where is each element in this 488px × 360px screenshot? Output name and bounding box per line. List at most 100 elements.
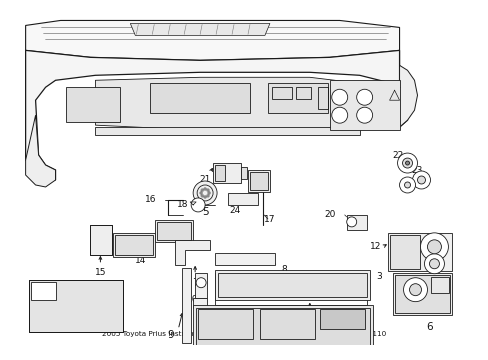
- Circle shape: [203, 195, 206, 198]
- Bar: [227, 193, 258, 205]
- Circle shape: [428, 259, 439, 269]
- Text: 20: 20: [324, 210, 335, 219]
- Circle shape: [356, 89, 372, 105]
- Circle shape: [403, 278, 427, 302]
- Circle shape: [402, 158, 412, 168]
- Text: 24: 24: [229, 206, 240, 215]
- Bar: [387, 233, 451, 271]
- Text: 2005 Toyota Prius Instruments & Gauges Case Plate Diagram for 83861-47110: 2005 Toyota Prius Instruments & Gauges C…: [102, 330, 386, 337]
- Bar: [213, 163, 241, 183]
- Circle shape: [331, 89, 347, 105]
- Bar: [319, 309, 364, 329]
- Bar: [346, 215, 366, 230]
- Bar: [65, 87, 120, 122]
- Text: 14: 14: [134, 256, 146, 265]
- Bar: [215, 165, 224, 181]
- Text: 3: 3: [376, 272, 382, 281]
- Bar: [241, 167, 246, 179]
- Circle shape: [201, 194, 203, 197]
- Bar: [295, 87, 310, 99]
- Text: 13: 13: [45, 305, 56, 314]
- Circle shape: [201, 189, 203, 192]
- Text: 19: 19: [249, 184, 260, 193]
- Circle shape: [196, 278, 205, 288]
- Bar: [196, 308, 369, 360]
- Text: 10: 10: [187, 295, 199, 304]
- Bar: [260, 309, 314, 338]
- Text: 5: 5: [202, 207, 208, 217]
- Text: 9: 9: [166, 329, 173, 339]
- Circle shape: [193, 181, 217, 205]
- Polygon shape: [95, 77, 359, 130]
- Polygon shape: [25, 115, 56, 187]
- Bar: [215, 270, 369, 300]
- Polygon shape: [399, 50, 417, 127]
- Text: 16: 16: [144, 195, 156, 204]
- Bar: [389, 235, 419, 269]
- Text: 23: 23: [411, 166, 422, 175]
- Text: 7: 7: [191, 278, 198, 288]
- Bar: [430, 277, 448, 293]
- Bar: [249, 172, 267, 190]
- Bar: [29, 280, 123, 332]
- Circle shape: [404, 182, 410, 188]
- Bar: [271, 87, 291, 99]
- Text: 18: 18: [177, 201, 188, 210]
- Bar: [317, 87, 327, 109]
- Bar: [193, 298, 207, 308]
- Polygon shape: [25, 21, 399, 60]
- Bar: [90, 225, 112, 255]
- Circle shape: [417, 176, 425, 184]
- Circle shape: [424, 254, 444, 274]
- Bar: [155, 220, 193, 242]
- Circle shape: [405, 161, 408, 165]
- Bar: [215, 273, 366, 305]
- Bar: [193, 305, 372, 360]
- Circle shape: [412, 171, 429, 189]
- Bar: [31, 282, 56, 300]
- Text: 21: 21: [199, 175, 210, 184]
- Circle shape: [346, 217, 356, 227]
- Bar: [115, 235, 153, 255]
- Text: 1: 1: [215, 329, 222, 339]
- Circle shape: [397, 153, 417, 173]
- Text: 4: 4: [172, 232, 178, 242]
- Circle shape: [427, 240, 441, 254]
- Circle shape: [206, 194, 209, 197]
- Bar: [113, 233, 155, 257]
- Bar: [267, 83, 327, 113]
- Bar: [329, 80, 399, 130]
- Polygon shape: [130, 23, 269, 35]
- Text: 6: 6: [425, 321, 432, 332]
- Bar: [394, 275, 449, 312]
- Bar: [392, 273, 451, 315]
- Text: P: P: [41, 288, 44, 294]
- Bar: [198, 309, 252, 338]
- Circle shape: [207, 192, 210, 194]
- Bar: [90, 225, 112, 255]
- Bar: [218, 273, 366, 297]
- Bar: [195, 273, 207, 298]
- Circle shape: [420, 233, 447, 261]
- Circle shape: [408, 284, 421, 296]
- Circle shape: [206, 189, 209, 192]
- Text: 15: 15: [95, 268, 106, 277]
- Circle shape: [331, 107, 347, 123]
- Text: 22: 22: [391, 150, 403, 159]
- Polygon shape: [175, 240, 210, 265]
- Circle shape: [199, 192, 202, 194]
- Text: 17: 17: [264, 215, 275, 224]
- Circle shape: [399, 177, 415, 193]
- Text: 2: 2: [196, 316, 203, 327]
- Circle shape: [356, 107, 372, 123]
- Text: 8: 8: [281, 265, 286, 274]
- Bar: [150, 83, 249, 113]
- Text: 12: 12: [369, 242, 381, 251]
- Text: 11: 11: [304, 320, 315, 329]
- Bar: [29, 280, 123, 332]
- Polygon shape: [25, 50, 407, 180]
- Bar: [157, 222, 191, 240]
- Bar: [247, 170, 269, 192]
- Circle shape: [203, 188, 206, 190]
- Circle shape: [191, 198, 204, 212]
